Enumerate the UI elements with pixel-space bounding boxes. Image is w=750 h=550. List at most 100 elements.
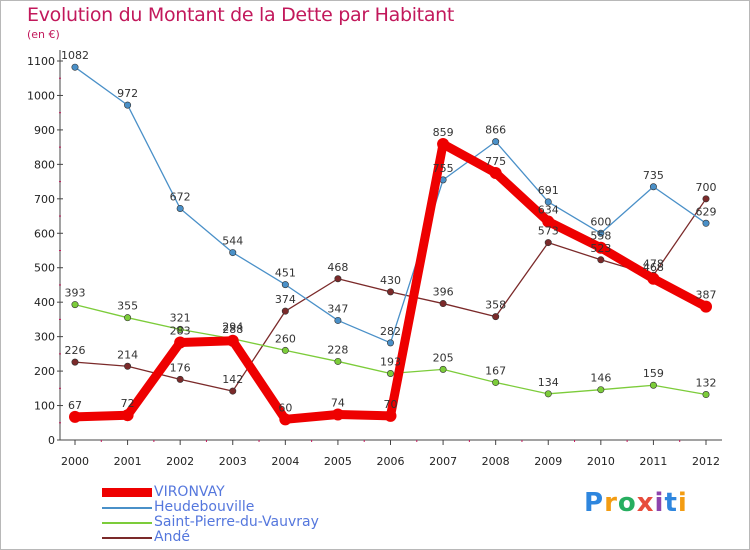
data-label: 132 (696, 377, 717, 390)
data-label: 558 (590, 230, 611, 243)
x-tick-label: 2003 (219, 455, 247, 468)
data-point (176, 325, 184, 333)
data-label: 67 (68, 399, 82, 412)
data-label: 393 (65, 287, 86, 300)
data-label: 451 (275, 267, 296, 280)
data-label: 468 (643, 261, 664, 274)
data-label: 60 (278, 401, 292, 414)
data-label: 134 (538, 376, 559, 389)
y-tick-label: 100 (34, 400, 55, 413)
y-tick-label: 800 (34, 158, 55, 171)
x-tick-label: 2011 (639, 455, 667, 468)
data-label: 775 (485, 155, 506, 168)
data-point (71, 301, 79, 309)
data-label: 70 (384, 398, 398, 411)
data-label: 176 (170, 361, 191, 374)
data-label: 600 (590, 215, 611, 228)
data-point (384, 409, 397, 422)
data-label: 859 (433, 126, 454, 139)
data-point (176, 204, 184, 212)
data-label: 282 (380, 325, 401, 338)
data-point (594, 241, 607, 254)
data-label: 523 (590, 242, 611, 255)
data-label: 468 (327, 261, 348, 274)
data-point (71, 358, 79, 366)
data-label: 629 (696, 205, 717, 218)
data-point (69, 410, 81, 423)
data-point (176, 375, 184, 383)
data-point (649, 183, 657, 191)
data-label: 294 (222, 321, 243, 334)
data-point (492, 313, 500, 321)
logo-letter: i (654, 488, 665, 518)
data-label: 634 (538, 204, 559, 217)
x-tick-label: 2010 (587, 455, 615, 468)
logo-letter: o (617, 488, 637, 518)
axes: 0 100 200 300 400 500 600 700 800 900 1000 1100 2000… (27, 50, 722, 468)
data-label: 573 (538, 225, 559, 238)
data-point (597, 229, 605, 237)
data-point (647, 272, 660, 285)
data-label: 672 (170, 190, 191, 203)
legend-label: Andé (154, 529, 190, 545)
data-label: 159 (643, 367, 664, 380)
data-label: 146 (590, 372, 611, 385)
x-tick-label: 2000 (61, 455, 89, 468)
data-label: 866 (485, 124, 506, 137)
y-tick-label: 200 (34, 365, 55, 378)
data-label: 288 (222, 323, 243, 336)
data-point (492, 138, 500, 146)
y-tick-label: 700 (34, 193, 55, 206)
data-label: 430 (380, 274, 401, 287)
data-point (334, 357, 342, 365)
x-tick-label: 2001 (114, 455, 142, 468)
data-point (124, 101, 132, 109)
y-tick-label: 400 (34, 296, 55, 309)
y-tick-label: 1000 (27, 89, 55, 102)
logo-letter: t (664, 488, 678, 518)
y-tick-label: 0 (48, 434, 55, 447)
data-label: 544 (222, 235, 243, 248)
data-label: 321 (170, 311, 191, 324)
series-lines (69, 63, 712, 426)
legend-swatch (102, 488, 152, 497)
data-point (542, 215, 555, 228)
data-label: 167 (485, 364, 506, 377)
x-tick-label: 2006 (377, 455, 405, 468)
data-point (597, 256, 605, 264)
logo-letter: i (677, 488, 688, 518)
data-label: 1082 (61, 49, 89, 62)
chart-title: Evolution du Montant de la Dette par Hab… (27, 4, 455, 26)
data-label: 283 (170, 324, 191, 337)
data-label: 478 (643, 257, 664, 270)
data-label: 755 (433, 162, 454, 175)
data-point (702, 391, 710, 399)
data-point (492, 378, 500, 386)
data-point (386, 339, 394, 347)
data-point (544, 198, 552, 206)
data-point (121, 409, 134, 422)
legend-label: Saint-Pierre-du-Vauvray (154, 514, 319, 530)
data-point (649, 381, 657, 389)
data-point (279, 413, 292, 426)
data-label: 193 (380, 356, 401, 369)
legend-swatch (102, 537, 152, 539)
data-point (334, 275, 342, 283)
x-tick-label: 2002 (166, 455, 194, 468)
data-label: 347 (327, 302, 348, 315)
legend-label: Heudebouville (154, 499, 255, 515)
proxiti-logo: Proxiti (584, 488, 688, 518)
unit-label: (en €) (27, 28, 60, 41)
x-tick-label: 2008 (482, 455, 510, 468)
x-tick-label: 2004 (271, 455, 299, 468)
legend-swatch (102, 507, 152, 509)
data-label: 72 (121, 397, 135, 410)
data-point (281, 346, 289, 354)
data-label: 972 (117, 87, 138, 100)
data-label: 735 (643, 169, 664, 182)
data-point (229, 249, 237, 257)
legend-label: VIRONVAY (154, 484, 225, 500)
data-point (437, 138, 450, 151)
